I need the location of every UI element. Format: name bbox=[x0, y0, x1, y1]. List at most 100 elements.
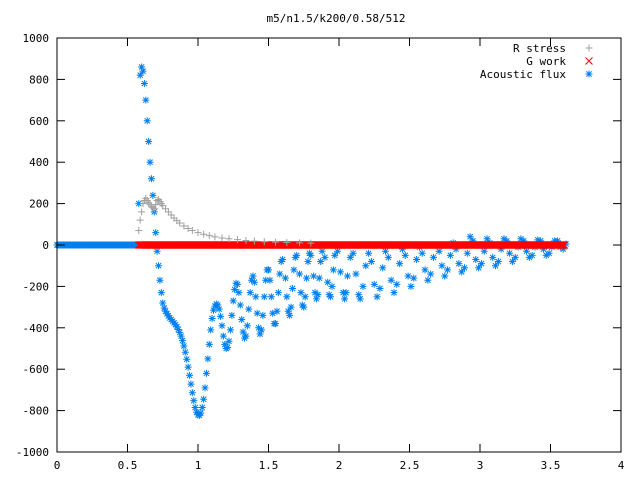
acoustic-flux-point bbox=[463, 249, 471, 257]
acoustic-flux-point bbox=[146, 158, 154, 166]
acoustic-flux-point bbox=[296, 270, 304, 278]
acoustic-flux-point bbox=[314, 291, 322, 299]
r-stress-point bbox=[188, 227, 196, 235]
x-tick-label: 1 bbox=[195, 459, 202, 472]
acoustic-flux-point bbox=[444, 266, 452, 274]
r-stress-point bbox=[138, 208, 146, 216]
acoustic-flux-point bbox=[155, 262, 163, 270]
y-tick-label: -600 bbox=[23, 363, 50, 376]
y-tick-label: 200 bbox=[29, 198, 49, 211]
acoustic-flux-point bbox=[139, 67, 147, 75]
acoustic-flux-point bbox=[497, 245, 505, 253]
r-stress-point bbox=[152, 201, 160, 209]
acoustic-flux-point bbox=[318, 247, 326, 255]
acoustic-flux-point bbox=[140, 80, 148, 88]
acoustic-flux-point bbox=[362, 262, 370, 270]
acoustic-flux-point bbox=[324, 278, 332, 286]
acoustic-flux-point bbox=[508, 258, 516, 266]
acoustic-flux-point bbox=[390, 289, 398, 297]
acoustic-flux-point bbox=[387, 276, 395, 284]
acoustic-flux-point bbox=[359, 282, 367, 290]
acoustic-flux-point bbox=[256, 330, 264, 338]
acoustic-flux-point bbox=[312, 295, 320, 303]
acoustic-flux-point bbox=[187, 380, 195, 388]
x-tick-label: 3 bbox=[477, 459, 484, 472]
series-r-stress bbox=[135, 194, 315, 247]
acoustic-flux-point bbox=[200, 395, 208, 403]
acoustic-flux-point bbox=[215, 305, 223, 313]
acoustic-flux-point bbox=[159, 299, 167, 307]
acoustic-flux-point bbox=[376, 284, 384, 292]
acoustic-flux-point bbox=[173, 323, 181, 331]
acoustic-flux-point bbox=[229, 297, 237, 305]
acoustic-flux-point bbox=[404, 272, 412, 280]
acoustic-flux-point bbox=[413, 255, 421, 263]
acoustic-flux-point bbox=[225, 337, 233, 345]
acoustic-flux-point bbox=[288, 284, 296, 292]
acoustic-flux-point bbox=[475, 264, 483, 272]
r-stress-point bbox=[242, 236, 250, 244]
acoustic-flux-point bbox=[303, 274, 311, 282]
acoustic-flux-point bbox=[466, 233, 474, 241]
acoustic-flux-point bbox=[480, 247, 488, 255]
y-tick-label: -400 bbox=[23, 322, 50, 335]
acoustic-flux-point bbox=[221, 340, 229, 348]
acoustic-flux-point bbox=[342, 289, 350, 297]
r-stress-point bbox=[176, 219, 184, 227]
acoustic-flux-point bbox=[184, 363, 192, 371]
acoustic-flux-point bbox=[356, 295, 364, 303]
acoustic-flux-point bbox=[446, 251, 454, 259]
acoustic-flux-point bbox=[228, 311, 236, 319]
acoustic-flux-point bbox=[219, 332, 227, 340]
r-stress-point bbox=[136, 216, 144, 224]
r-stress-point bbox=[272, 238, 280, 246]
acoustic-flux-point bbox=[310, 272, 318, 280]
x-tick-label: 4 bbox=[618, 459, 625, 472]
r-stress-point bbox=[283, 239, 291, 247]
acoustic-flux-point bbox=[315, 274, 323, 282]
legend-entry: R stress bbox=[513, 42, 593, 55]
acoustic-flux-point bbox=[153, 247, 161, 255]
acoustic-flux-point bbox=[537, 237, 545, 245]
r-stress-point bbox=[184, 224, 192, 232]
acoustic-flux-point bbox=[202, 369, 210, 377]
legend-label: Acoustic flux bbox=[480, 68, 566, 81]
acoustic-flux-point bbox=[506, 249, 514, 257]
acoustic-flux-point bbox=[262, 276, 270, 284]
acoustic-flux-point bbox=[427, 270, 435, 278]
acoustic-flux-point bbox=[539, 245, 547, 253]
acoustic-flux-point bbox=[352, 270, 360, 278]
acoustic-flux-point bbox=[197, 409, 205, 417]
acoustic-flux-point bbox=[370, 280, 378, 288]
acoustic-flux-point bbox=[147, 175, 155, 183]
r-stress-point bbox=[139, 200, 147, 208]
r-stress-point bbox=[205, 232, 213, 240]
r-stress-point bbox=[225, 235, 233, 243]
acoustic-flux-point bbox=[259, 311, 267, 319]
acoustic-flux-point bbox=[355, 291, 363, 299]
r-stress-point bbox=[194, 229, 202, 237]
r-stress-point bbox=[218, 234, 226, 242]
acoustic-flux-point bbox=[452, 245, 460, 253]
acoustic-flux-point bbox=[297, 289, 305, 297]
acoustic-flux-point bbox=[398, 245, 406, 253]
acoustic-flux-point bbox=[235, 289, 243, 297]
r-stress-point bbox=[296, 239, 304, 247]
acoustic-flux-point bbox=[186, 371, 194, 379]
r-stress-point bbox=[211, 233, 219, 241]
acoustic-flux-point bbox=[284, 307, 292, 315]
acoustic-flux-point bbox=[191, 403, 199, 411]
acoustic-flux-point bbox=[205, 340, 213, 348]
acoustic-flux-point bbox=[204, 355, 212, 363]
series-g-work bbox=[134, 241, 569, 249]
acoustic-flux-point bbox=[300, 303, 308, 311]
acoustic-flux-point bbox=[160, 304, 168, 312]
acoustic-flux-point bbox=[421, 266, 429, 274]
acoustic-flux-point bbox=[231, 286, 239, 294]
acoustic-flux-point bbox=[304, 258, 312, 266]
acoustic-flux-point bbox=[367, 258, 375, 266]
legend-label: R stress bbox=[513, 42, 566, 55]
acoustic-flux-point bbox=[201, 384, 209, 392]
